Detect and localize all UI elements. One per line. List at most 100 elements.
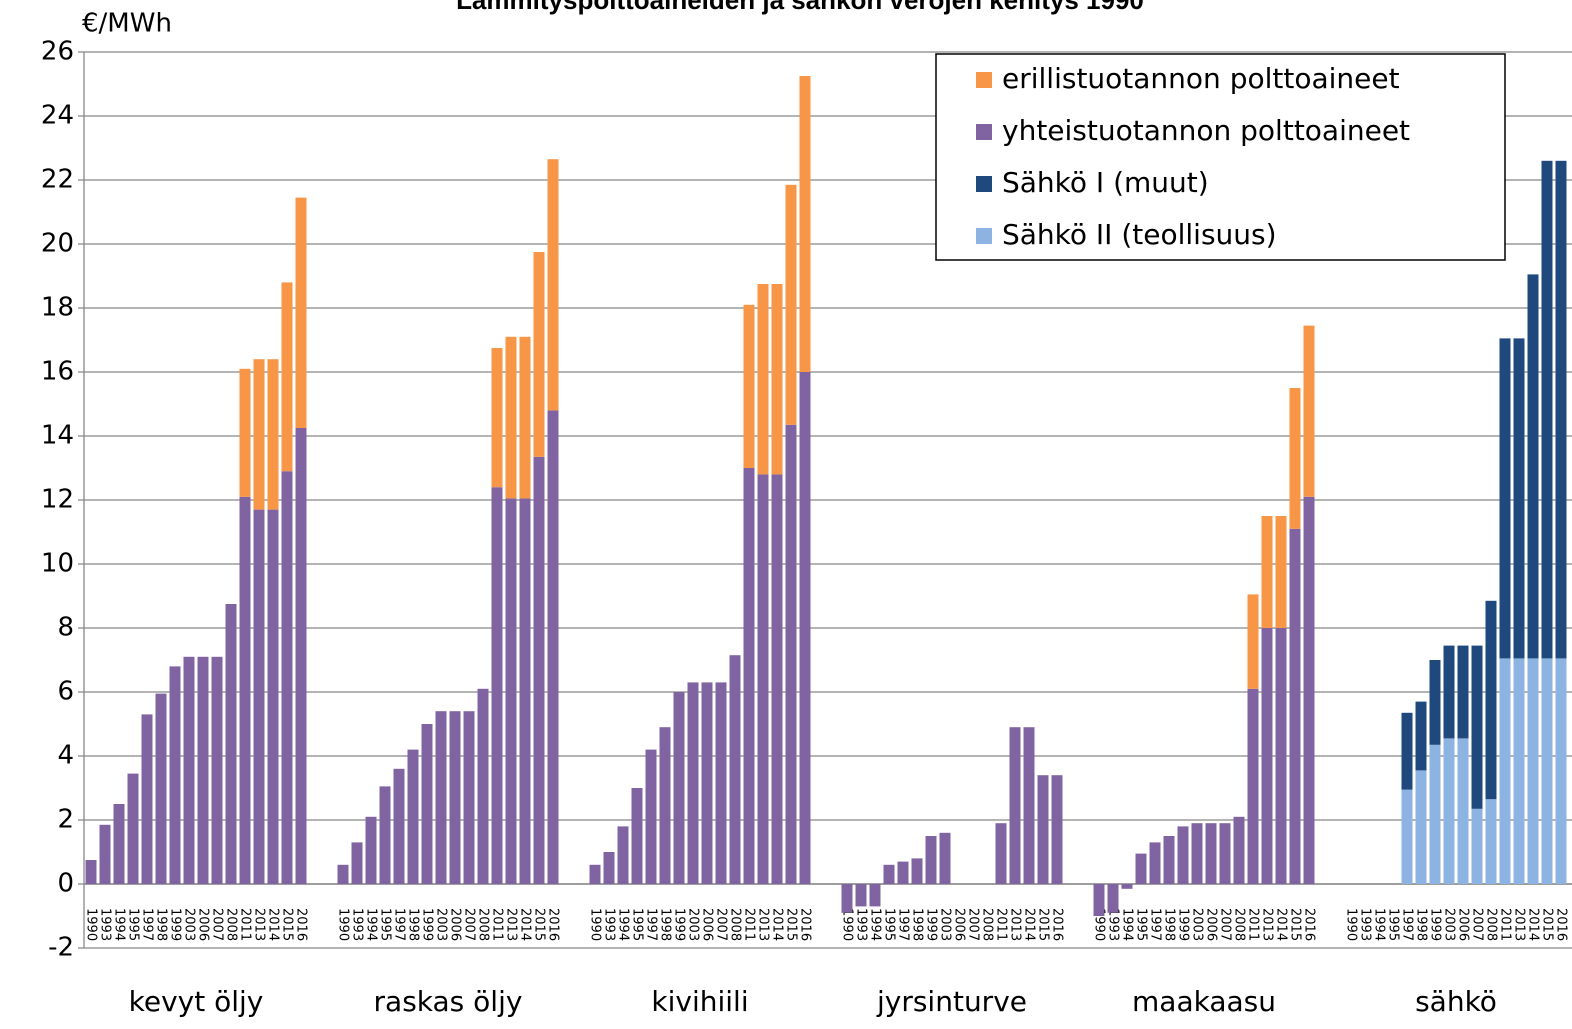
x-tick-label: 1998 [1414,908,1429,941]
bar [743,468,755,884]
bar [225,604,237,884]
x-tick-label: 2015 [1540,908,1555,941]
bar [1555,160,1567,659]
bar [1541,658,1553,884]
legend-label: Sähkö I (muut) [1002,166,1209,199]
y-tick-label: 26 [41,37,74,67]
x-tick-label: 2006 [1204,908,1219,941]
x-tick-label: 2016 [546,908,561,941]
bar [729,655,741,884]
bar [995,823,1007,884]
x-tick-label: 2014 [1022,908,1037,941]
x-tick-label: 2014 [518,908,533,941]
legend-box [935,53,1506,261]
bar [1219,823,1231,884]
bar [645,749,657,884]
x-tick-label: 1998 [406,908,421,941]
x-tick-label: 2015 [280,908,295,941]
x-tick-label: 2008 [728,908,743,941]
x-tick-label: 1995 [126,908,141,941]
x-tick-label: 1993 [854,908,869,941]
x-tick-label: 2006 [952,908,967,941]
x-tick-label: 1997 [1148,908,1163,941]
x-tick-label: 1994 [616,908,631,941]
bar [1261,516,1273,628]
group-label: kivihiili [651,985,748,1018]
bar [365,816,377,884]
x-tick-label: 1995 [378,908,393,941]
x-tick-label: 2015 [532,908,547,941]
y-tick-label: 24 [41,101,74,131]
bar [211,656,223,884]
bar [1485,600,1497,800]
x-tick-label: 2013 [1512,908,1527,941]
bar [421,724,433,884]
bar [169,666,181,884]
x-tick-label: 2007 [1218,908,1233,941]
bar [239,496,251,884]
x-tick-label: 2008 [224,908,239,941]
x-tick-label: 2011 [490,908,505,941]
x-tick-label: 2008 [1232,908,1247,941]
y-tick-label: 10 [41,549,74,579]
x-tick-label: 1999 [420,908,435,941]
x-tick-label: 2016 [798,908,813,941]
x-tick-label: 1990 [1092,908,1107,941]
bar [1051,775,1063,884]
x-tick-label: 1999 [1428,908,1443,941]
bar [491,348,503,488]
bar [1093,884,1105,916]
bar [281,471,293,884]
x-tick-label: 2013 [1260,908,1275,941]
x-tick-label: 2003 [182,908,197,941]
bar [925,836,937,884]
bar [183,656,195,884]
bar [771,284,783,475]
y-tick-label: 18 [41,293,74,323]
bar [855,884,867,907]
y-tick-label: 6 [57,677,74,707]
x-tick-label: 1998 [154,908,169,941]
bar [631,788,643,884]
bar [547,410,559,884]
y-tick-label: 16 [41,357,74,387]
x-tick-label: 1993 [1106,908,1121,941]
x-tick-label: 1990 [84,908,99,941]
x-tick-label: 1998 [910,908,925,941]
bar [449,711,461,884]
bar [533,456,545,884]
x-tick-label: 2007 [210,908,225,941]
y-tick-label: 20 [41,229,74,259]
bar [1513,338,1525,659]
bar [1499,658,1511,884]
bar [1527,274,1539,659]
bar [1401,712,1413,790]
x-tick-label: 2014 [1274,908,1289,941]
legend-swatch [976,124,992,140]
x-tick-label: 1994 [1120,908,1135,941]
bar [617,826,629,884]
legend-label: erillistuotannon polttoaineet [1002,62,1400,95]
bar [1457,738,1469,884]
x-tick-label: 2007 [462,908,477,941]
bar [1149,842,1161,884]
x-tick-label: 1995 [1386,908,1401,941]
bar [519,498,531,884]
x-tick-label: 2011 [742,908,757,941]
bar [127,773,139,884]
bar [1513,658,1525,884]
x-tick-label: 1999 [924,908,939,941]
x-tick-label: 1997 [392,908,407,941]
bar [519,336,531,499]
bar [1429,744,1441,884]
x-tick-label: 1997 [1400,908,1415,941]
bar [1261,628,1273,884]
legend-swatch [976,176,992,192]
bar [253,509,265,884]
bar [1555,658,1567,884]
bar [1457,645,1469,739]
bar [1023,727,1035,884]
bar [1247,594,1259,689]
x-tick-label: 1995 [882,908,897,941]
